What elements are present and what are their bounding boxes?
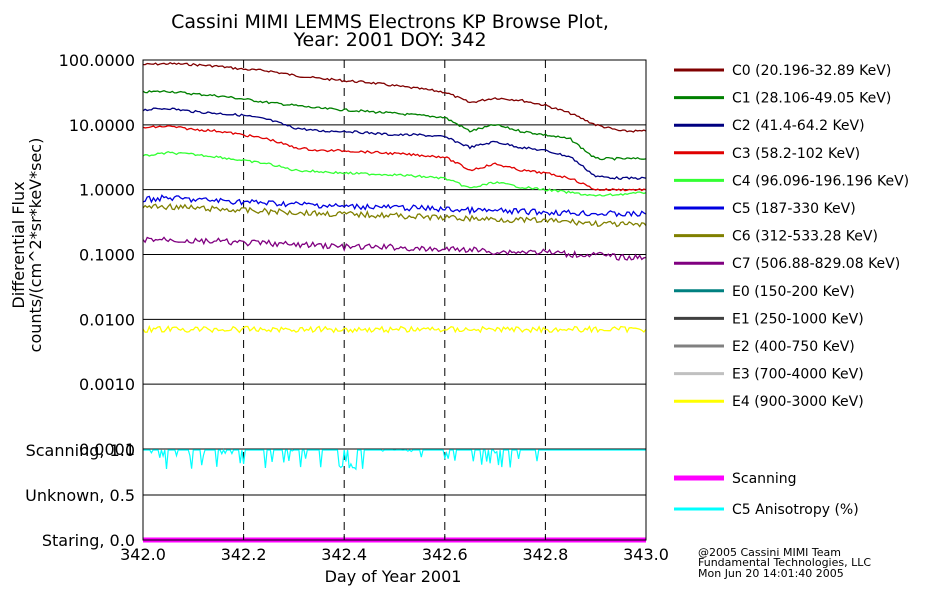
- y-axis-ticks: 100.0000 10.0000 1.0000 0.1000 0.0100 0.0010 0…: [59, 51, 135, 459]
- flux-series: [142, 61, 647, 334]
- credit-line-1: @2005 Cassini MIMI Team: [698, 546, 841, 559]
- series-line: [143, 61, 647, 133]
- y-tick-label: 10.0000: [69, 116, 135, 135]
- legend-entry: C2 (41.4-64.2 KeV): [732, 118, 865, 134]
- legend-entry: Scanning: [732, 471, 797, 487]
- legend-entry: C4 (96.096-196.196 KeV): [732, 173, 909, 189]
- series-line: [142, 125, 647, 192]
- legend-entry: C7 (506.88-829.08 KeV): [732, 256, 900, 272]
- legend-entry: E2 (400-750 KeV): [732, 339, 855, 355]
- grid-lines: [143, 59, 646, 496]
- x-tick-label: 342.2: [221, 545, 267, 564]
- chart-subtitle: Year: 2001 DOY: 342: [292, 29, 486, 51]
- y-axis-label-line-2: counts/(cm^2*sr*keV*sec): [26, 138, 45, 353]
- y-tick-label: 0.0001: [79, 440, 135, 459]
- y-tick-label: 100.0000: [59, 51, 135, 70]
- x-tick-label: 343.0: [623, 545, 669, 564]
- credit-line-2: Fundamental Technologies, LLC: [698, 556, 871, 569]
- status-axis-ticks: Scanning, 1.0 Unknown, 0.5 Staring, 0.0: [25, 441, 135, 550]
- day-dashed-lines: [243, 60, 546, 540]
- x-tick-label: 342.0: [120, 545, 166, 564]
- x-axis-ticks: 342.0 342.2 342.4 342.6 342.8 343.0: [120, 534, 669, 564]
- status-tick-label: Scanning, 1.0: [26, 441, 135, 460]
- y-axis-label-line-1: Differential Flux: [9, 181, 28, 308]
- legend-entry: E3 (700-4000 KeV): [732, 367, 864, 383]
- legend-entry: E0 (150-200 KeV): [732, 284, 855, 300]
- status-tick-label: Staring, 0.0: [42, 531, 135, 550]
- legend-entry: C3 (58.2-102 KeV): [732, 146, 860, 162]
- y-tick-label: 0.0010: [79, 375, 135, 394]
- series-line: [142, 194, 647, 218]
- chart-title: Cassini MIMI LEMMS Electrons KP Browse P…: [171, 11, 609, 33]
- status-tick-label: Unknown, 0.5: [25, 486, 135, 505]
- y-tick-label: 0.0100: [79, 310, 135, 329]
- series-line: [142, 203, 647, 228]
- legend-entry: C6 (312-533.28 KeV): [732, 229, 878, 245]
- y-tick-label: 0.1000: [79, 246, 135, 265]
- legend-entry: C0 (20.196-32.89 KeV): [732, 63, 891, 79]
- series-line: [142, 236, 647, 261]
- y-tick-label: 1.0000: [79, 181, 135, 200]
- legend-entry: C5 Anisotropy (%): [732, 502, 859, 518]
- plot-frame: [142, 59, 647, 541]
- x-tick-label: 342.8: [522, 545, 568, 564]
- series-line: [142, 90, 647, 161]
- series-line: [142, 107, 647, 181]
- series-line: [142, 324, 647, 334]
- anisotropy-line: [143, 448, 646, 471]
- x-axis-label: Day of Year 2001: [325, 567, 462, 586]
- legend-entry: C5 (187-330 KeV): [732, 201, 856, 217]
- x-tick-label: 342.4: [321, 545, 367, 564]
- credit-line-3: Mon Jun 20 14:01:40 2005: [698, 567, 844, 580]
- legend-entry: E4 (900-3000 KeV): [732, 394, 864, 410]
- legend-entry: E1 (250-1000 KeV): [732, 311, 864, 327]
- series-line: [142, 150, 647, 197]
- legend-entry: C1 (28.106-49.05 KeV): [732, 91, 891, 107]
- legend: C0 (20.196-32.89 KeV) C1 (28.106-49.05 Ke…: [674, 63, 909, 518]
- x-tick-label: 342.6: [422, 545, 468, 564]
